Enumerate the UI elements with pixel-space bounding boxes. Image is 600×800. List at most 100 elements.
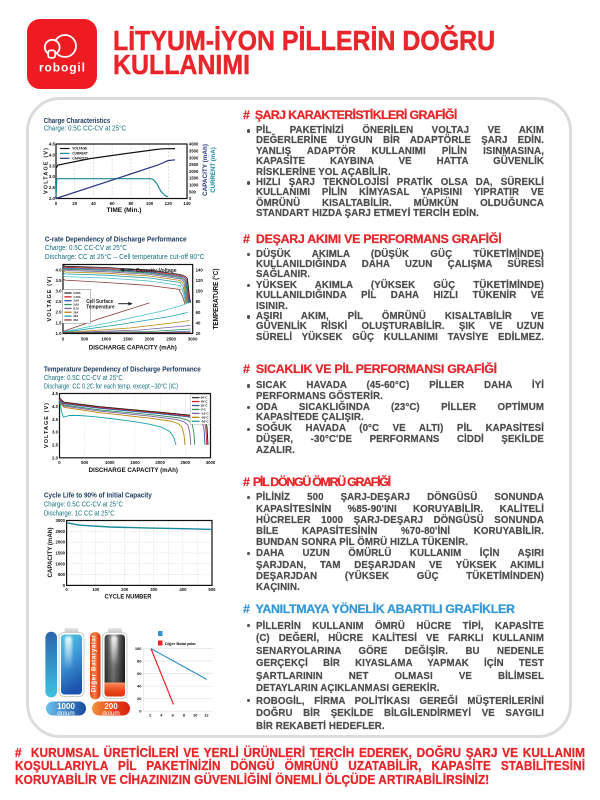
svg-text:25A: 25A — [73, 318, 78, 322]
svg-text:2.0: 2.0 — [52, 455, 59, 460]
svg-text:20A: 20A — [73, 314, 78, 318]
svg-text:3.0: 3.0 — [52, 430, 59, 435]
svg-text:Temperature: Temperature — [86, 305, 115, 311]
svg-text:2.0: 2.0 — [56, 310, 63, 315]
svg-text:20: 20 — [137, 696, 142, 701]
svg-text:80: 80 — [137, 658, 142, 663]
svg-text:40: 40 — [137, 684, 142, 689]
svg-text:500: 500 — [81, 460, 89, 465]
svg-text:40: 40 — [91, 201, 96, 206]
svg-text:3000: 3000 — [189, 155, 199, 160]
svg-text:Charge Characteristics: Charge Characteristics — [44, 116, 111, 125]
svg-text:CURRENT: CURRENT — [72, 152, 88, 156]
svg-text:0: 0 — [62, 337, 65, 342]
svg-text:1500: 1500 — [189, 176, 199, 181]
svg-text:2.0: 2.0 — [49, 196, 56, 201]
svg-text:VOLTAGE (V): VOLTAGE (V) — [44, 148, 50, 194]
svg-text:1500: 1500 — [130, 460, 140, 465]
svg-text:Discharge: CC 0.2C for each te: Discharge: CC 0.2C for each temp. except… — [44, 383, 178, 391]
svg-text:300: 300 — [150, 587, 158, 592]
svg-text:25°C: 25°C — [201, 404, 209, 408]
svg-text:Capacity-Voltage: Capacity-Voltage — [136, 268, 177, 274]
svg-text:TEMPERATURE (°C): TEMPERATURE (°C) — [211, 268, 220, 330]
svg-text:0°C: 0°C — [201, 408, 207, 412]
svg-text:500: 500 — [208, 587, 216, 592]
svg-text:2500: 2500 — [189, 162, 199, 167]
svg-text:1000: 1000 — [55, 561, 65, 566]
svg-text:dolum: dolum — [57, 710, 74, 717]
svg-text:8: 8 — [183, 713, 186, 718]
svg-text:4: 4 — [160, 713, 163, 718]
svg-text:80: 80 — [196, 299, 201, 304]
svg-text:3000: 3000 — [188, 337, 198, 342]
svg-text:2500: 2500 — [55, 529, 65, 534]
svg-text:2500: 2500 — [181, 460, 191, 465]
svg-text:0: 0 — [139, 709, 142, 714]
svg-text:3500: 3500 — [189, 149, 199, 154]
svg-text:3.5: 3.5 — [49, 163, 56, 168]
svg-text:120: 120 — [196, 278, 204, 283]
svg-text:-30°C: -30°C — [201, 419, 210, 423]
svg-text:Discharge: 1C CC at 25°C: Discharge: 1C CC at 25°C — [44, 509, 115, 517]
svg-text:5,8A: 5,8A — [73, 303, 79, 307]
svg-text:CAPACITY (mAh): CAPACITY (mAh) — [47, 528, 54, 578]
svg-text:0: 0 — [55, 201, 58, 206]
svg-text:Temperature Dependency of Disc: Temperature Dependency of Discharge Perf… — [44, 365, 201, 374]
svg-text:3.0: 3.0 — [56, 289, 63, 294]
svg-text:1500: 1500 — [123, 337, 133, 342]
svg-text:3.5: 3.5 — [56, 278, 63, 283]
svg-text:Charge: 0.5C CC-CV at 25°C: Charge: 0.5C CC-CV at 25°C — [44, 501, 123, 509]
svg-text:100: 100 — [92, 587, 100, 592]
svg-text:1000: 1000 — [57, 702, 75, 711]
svg-text:CYCLE NUMBER: CYCLE NUMBER — [105, 594, 152, 601]
svg-text:1,45A: 1,45A — [73, 295, 80, 299]
svg-text:4.5: 4.5 — [52, 391, 59, 396]
svg-text:60: 60 — [196, 310, 201, 315]
svg-text:60: 60 — [110, 201, 115, 206]
svg-text:0: 0 — [63, 583, 66, 588]
svg-text:CAPACITY: CAPACITY — [72, 157, 89, 161]
svg-text:1000: 1000 — [105, 460, 115, 465]
svg-text:1000: 1000 — [101, 337, 111, 342]
svg-text:-20°C: -20°C — [201, 415, 210, 419]
svg-text:2.5: 2.5 — [56, 299, 63, 304]
svg-text:100: 100 — [196, 289, 204, 294]
svg-text:120: 120 — [165, 201, 173, 206]
svg-text:2.5: 2.5 — [49, 185, 56, 190]
svg-text:200: 200 — [121, 587, 129, 592]
svg-text:DISCHARGE CAPACITY (mAh): DISCHARGE CAPACITY (mAh) — [89, 345, 177, 352]
svg-text:Cell Surface: Cell Surface — [86, 299, 113, 305]
svg-text:140: 140 — [183, 201, 191, 206]
svg-text:Diğer Bataryalar: Diğer Bataryalar — [165, 641, 196, 646]
svg-text:10: 10 — [193, 713, 198, 718]
svg-text:CAPACITY (mAh): CAPACITY (mAh) — [202, 144, 209, 196]
svg-text:C-rate Dependency of Discharge: C-rate Dependency of Discharge Performan… — [45, 234, 187, 243]
svg-text:1500: 1500 — [55, 551, 65, 556]
svg-text:Diğer Bataryalar: Diğer Bataryalar — [90, 635, 97, 693]
svg-text:VOLTAGE: VOLTAGE — [72, 147, 87, 151]
svg-text:20: 20 — [72, 201, 77, 206]
svg-text:0: 0 — [58, 460, 61, 465]
svg-text:robogil: robogil — [39, 61, 85, 75]
svg-text:2000: 2000 — [145, 337, 155, 342]
svg-text:Charge: 0.5C CC-CV at 25°C: Charge: 0.5C CC-CV at 25°C — [45, 244, 127, 252]
svg-text:2,9A: 2,9A — [73, 299, 79, 303]
svg-text:6: 6 — [172, 713, 175, 718]
svg-text:VOLTAGE (V): VOLTAGE (V) — [47, 276, 53, 321]
svg-text:20: 20 — [196, 331, 201, 336]
svg-text:TIME (Min.): TIME (Min.) — [107, 207, 142, 214]
svg-text:Discharge: CC at 25°C – Cell t: Discharge: CC at 25°C – Cell temperature… — [45, 253, 205, 261]
svg-text:2000: 2000 — [155, 460, 165, 465]
svg-text:Charge: 0.5C CC-CV at 25°C: Charge: 0.5C CC-CV at 25°C — [44, 374, 123, 382]
svg-text:4.0: 4.0 — [56, 267, 63, 272]
svg-text:100: 100 — [135, 646, 142, 651]
svg-text:-10°C: -10°C — [201, 412, 210, 416]
svg-text:2500: 2500 — [166, 337, 176, 342]
svg-text:60: 60 — [137, 671, 142, 676]
svg-text:2.5: 2.5 — [52, 443, 59, 448]
svg-text:140: 140 — [196, 267, 204, 272]
svg-text:1.5: 1.5 — [56, 320, 63, 325]
svg-text:0,58A: 0,58A — [73, 291, 80, 295]
svg-text:40: 40 — [196, 320, 201, 325]
svg-text:45°C: 45°C — [201, 400, 209, 404]
